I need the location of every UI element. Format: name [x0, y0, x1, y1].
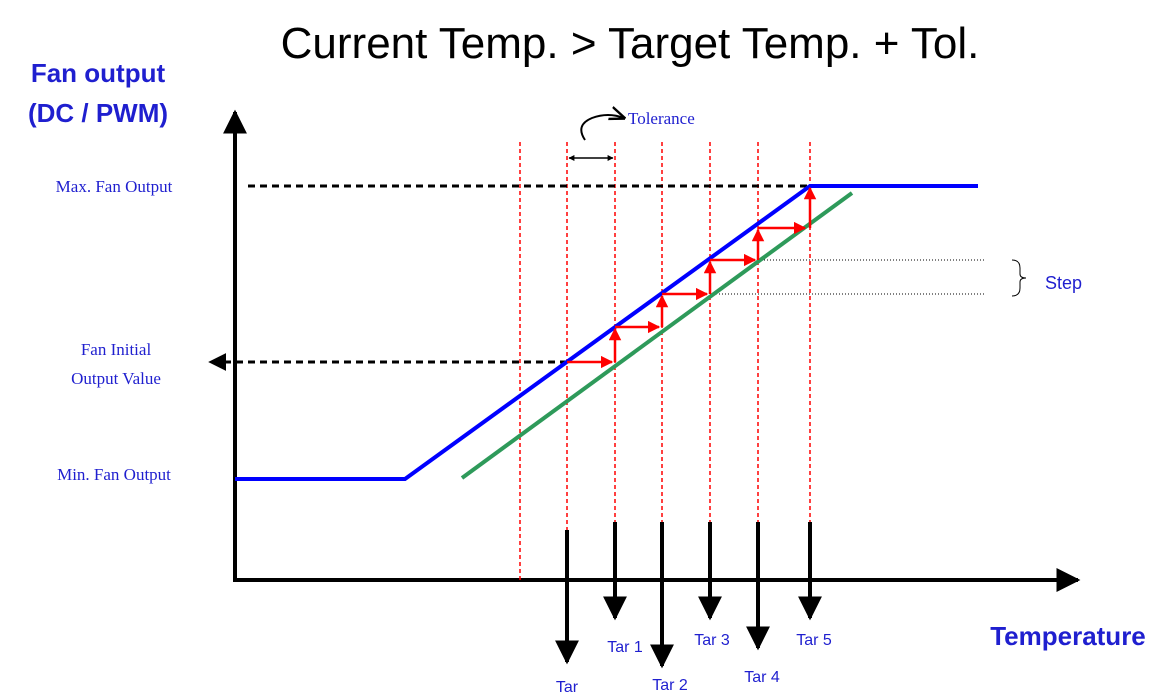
staircase — [567, 186, 817, 369]
offset-curve — [460, 191, 854, 480]
initial-label: Output Value — [71, 369, 161, 388]
target-label: Tar 2 — [652, 677, 688, 694]
fan-curve — [235, 184, 978, 481]
target-label: Tar — [556, 679, 579, 696]
target-label: Tar 1 — [607, 639, 643, 656]
x-axis-label: Temperature — [990, 621, 1146, 651]
y-axis-label: (DC / PWM) — [28, 98, 168, 128]
step-brace — [1011, 259, 1027, 297]
tolerance-curve — [580, 115, 624, 141]
target-label: Tar 5 — [796, 632, 832, 649]
initial-label: Fan Initial — [81, 340, 152, 359]
title: Current Temp. > Target Temp. + Tol. — [281, 19, 980, 68]
target-labels: Tar Tar 1 Tar 2 Tar 3 Tar 4 Tar 5 — [556, 632, 832, 696]
target-arrows — [555, 522, 822, 669]
target-label: Tar 3 — [694, 632, 730, 649]
min-label: Min. Fan Output — [57, 465, 171, 484]
y-axis-label: Fan output — [31, 58, 166, 88]
tolerance-label: Tolerance — [628, 109, 695, 128]
step-label: Step — [1045, 273, 1082, 293]
max-label: Max. Fan Output — [56, 177, 173, 196]
target-label: Tar 4 — [744, 669, 780, 686]
